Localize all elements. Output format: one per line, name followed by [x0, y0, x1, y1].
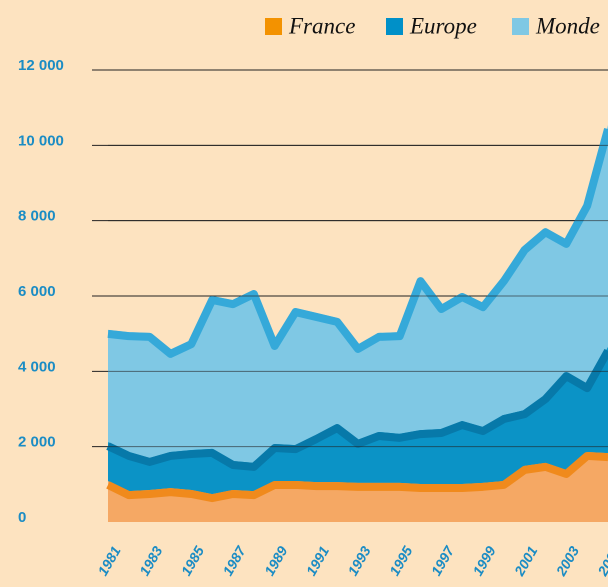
legend-label: France	[288, 13, 355, 38]
y-tick-label: 12 000	[18, 57, 64, 74]
y-tick-label: 4 000	[18, 358, 56, 375]
area	[108, 346, 608, 522]
area-edge	[106, 451, 608, 503]
legend-swatch	[512, 18, 529, 35]
area	[108, 124, 608, 522]
y-tick-label: 8 000	[18, 208, 56, 225]
y-tick-label: 10 000	[18, 132, 64, 149]
legend-swatch	[265, 18, 282, 35]
y-tick-label: 2 000	[18, 434, 56, 451]
area-edge	[107, 127, 608, 358]
y-tick-label: 6 000	[18, 283, 56, 300]
area-edge	[106, 348, 608, 471]
y-tick-label: 0	[18, 509, 26, 526]
legend-swatch	[386, 18, 403, 35]
legend-label: Europe	[409, 13, 477, 38]
legend-label: Monde	[535, 13, 600, 38]
